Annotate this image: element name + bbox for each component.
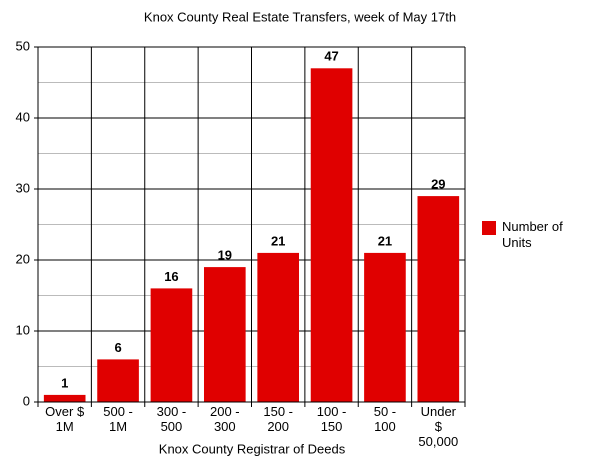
value-label: 21 xyxy=(271,233,285,248)
value-label: 16 xyxy=(164,269,178,284)
y-tick-label: 40 xyxy=(16,109,30,124)
x-tick-label: 200 -300 xyxy=(210,404,240,434)
value-label: 29 xyxy=(431,177,445,192)
bar xyxy=(364,252,406,402)
bar xyxy=(417,196,460,402)
bar xyxy=(257,252,300,402)
y-tick-label: 20 xyxy=(16,251,30,266)
x-tick-label: 500 -1M xyxy=(103,404,133,434)
value-label: 21 xyxy=(378,233,392,248)
legend-label: Number of Units xyxy=(502,219,563,250)
value-label: 1 xyxy=(61,375,68,390)
value-label: 6 xyxy=(114,340,121,355)
bar xyxy=(203,267,246,402)
bar xyxy=(150,288,193,402)
value-label: 47 xyxy=(324,49,338,64)
bar xyxy=(43,394,86,402)
legend-swatch xyxy=(482,221,496,235)
value-label: 19 xyxy=(218,248,232,263)
x-tick-label: Over $1M xyxy=(45,404,85,434)
x-tick-label: 50 -100 xyxy=(374,404,396,434)
y-tick-label: 0 xyxy=(23,393,30,408)
x-tick-label: 300 -500 xyxy=(157,404,187,434)
x-tick-label: 100 -150 xyxy=(317,404,347,434)
x-axis-title: Knox County Registrar of Deeds xyxy=(159,441,346,456)
x-tick-label: 150 -200 xyxy=(263,404,293,434)
chart-title: Knox County Real Estate Transfers, week … xyxy=(144,9,456,24)
bar xyxy=(310,68,353,403)
y-tick-label: 10 xyxy=(16,322,30,337)
x-tick-label: Under $50,000 xyxy=(418,404,458,449)
y-tick-label: 30 xyxy=(16,180,30,195)
bar xyxy=(97,359,139,402)
y-tick-label: 50 xyxy=(16,38,30,53)
